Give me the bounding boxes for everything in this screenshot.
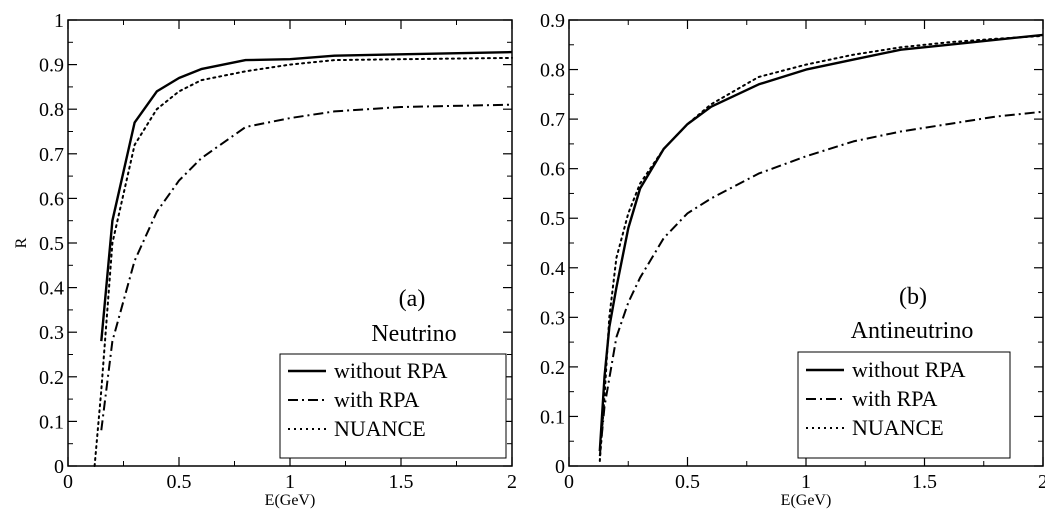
legend-entry-label: without RPA — [334, 358, 448, 383]
x-tick-label: 0 — [564, 471, 574, 493]
series-line-with-rpa — [598, 110, 1044, 457]
legend-entry-label: without RPA — [852, 357, 966, 382]
y-tick-label: 0.8 — [39, 99, 64, 121]
panel-annotation-label: (b) — [899, 284, 927, 310]
series-line-with-rpa — [100, 103, 513, 431]
y-tick-label: 0.3 — [540, 307, 565, 329]
legend: without RPA with RPA NUANCE — [797, 351, 1011, 459]
axis-ticks: 0 0.5 1 1.5 2 0 0.1 0.2 0.3 0.4 0.5 0.6 0.7 0.8 0.9 1 — [39, 10, 517, 493]
y-tick-label: 0.1 — [540, 406, 565, 428]
y-tick-label: 0.5 — [39, 233, 64, 255]
x-tick-label: 0.5 — [167, 471, 192, 493]
x-tick-label: 1.5 — [912, 471, 937, 493]
y-tick-label: 0.4 — [39, 278, 64, 300]
y-tick-label: 0.9 — [39, 55, 64, 77]
y-tick-label: 0.6 — [540, 159, 565, 181]
chart-panel-antineutrino: 0 0.5 1 1.5 2 0 0.1 0.2 0.3 0.4 0.5 0.6 0.7 0.8 0.9 E(… — [540, 10, 1045, 509]
y-tick-label: 1 — [54, 10, 64, 32]
legend-entry-label: with RPA — [334, 387, 420, 412]
axis-ticks: 0 0.5 1 1.5 2 0 0.1 0.2 0.3 0.4 0.5 0.6 0.7 0.8 0.9 — [540, 10, 1045, 493]
legend-entry-label: NUANCE — [334, 416, 426, 441]
panel-annotation-title: Antineutrino — [851, 318, 974, 344]
y-tick-label: 0 — [555, 456, 565, 478]
series-line-without-rpa — [100, 50, 513, 342]
y-tick-label: 0.3 — [39, 322, 64, 344]
series-line-nuance — [598, 34, 1044, 462]
y-tick-label: 0 — [54, 456, 64, 478]
x-tick-label: 1 — [801, 471, 811, 493]
x-tick-label: 1 — [285, 471, 295, 493]
legend-entry-label: with RPA — [852, 386, 938, 411]
legend: without RPA with RPA NUANCE — [279, 353, 507, 459]
panel-annotation-title: Neutrino — [371, 321, 456, 347]
y-tick-label: 0.7 — [39, 144, 64, 166]
x-axis-label: E(GeV) — [781, 492, 832, 509]
series-group — [93, 50, 513, 467]
y-tick-label: 0.5 — [540, 208, 565, 230]
y-tick-label: 0.7 — [540, 109, 565, 131]
y-tick-label: 0.4 — [540, 258, 565, 280]
x-tick-label: 0 — [63, 471, 73, 493]
y-axis-label: R — [13, 237, 30, 248]
x-tick-label: 2 — [1038, 471, 1045, 493]
legend-entry-label: NUANCE — [852, 415, 944, 440]
panel-annotation-label: (a) — [399, 286, 426, 312]
x-tick-label: 2 — [507, 471, 517, 493]
y-tick-label: 0.2 — [39, 367, 64, 389]
x-axis-label: E(GeV) — [265, 492, 316, 509]
series-line-nuance — [93, 56, 513, 467]
y-tick-label: 0.9 — [540, 10, 565, 32]
x-tick-label: 0.5 — [675, 471, 700, 493]
y-tick-label: 0.2 — [540, 357, 565, 379]
chart-panel-neutrino: 0 0.5 1 1.5 2 0 0.1 0.2 0.3 0.4 0.5 0.6 0.7 0.8 0.9 1 E… — [13, 10, 517, 509]
series-group — [598, 33, 1044, 462]
y-tick-label: 0.6 — [39, 188, 64, 210]
y-tick-label: 0.1 — [39, 411, 64, 433]
y-tick-label: 0.8 — [540, 60, 565, 82]
x-tick-label: 1.5 — [389, 471, 414, 493]
